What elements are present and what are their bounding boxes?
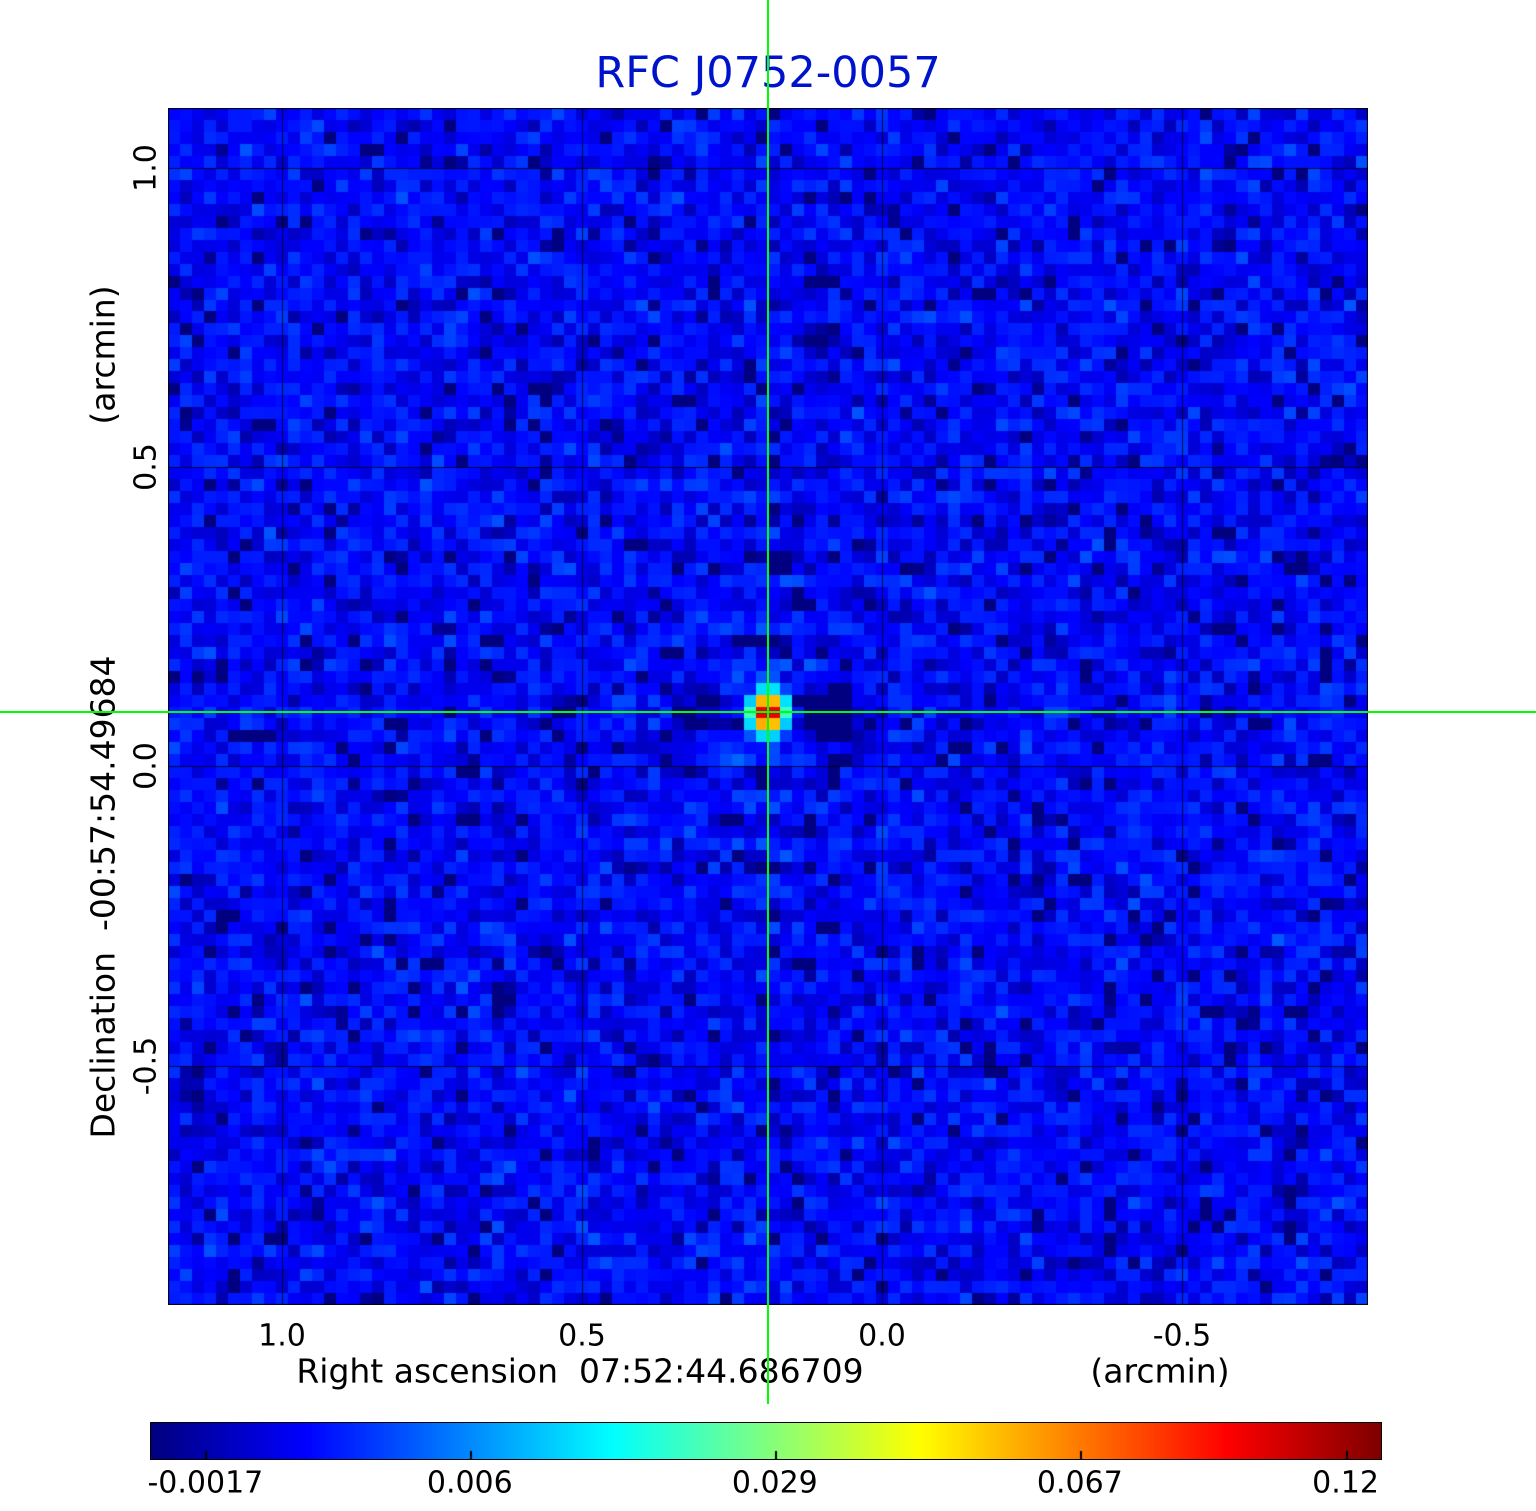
y-axis-unit: (arcmin) <box>83 285 123 425</box>
y-tick-label: 0.0 <box>128 742 164 791</box>
crosshair-vertical-line <box>767 0 769 1404</box>
x-tick-label: 1.0 <box>258 1318 306 1354</box>
colorbar-tick-label: 0.006 <box>426 1465 513 1501</box>
colorbar-tick-label: 0.067 <box>1036 1465 1123 1501</box>
crosshair-horizontal-line <box>0 711 1536 714</box>
x-tick-label: 0.0 <box>858 1318 906 1354</box>
x-axis-label: Right ascension 07:52:44.686709 <box>296 1351 864 1391</box>
y-tick-label: 0.5 <box>128 443 164 491</box>
figure-title: RFC J0752-0057 <box>595 48 941 98</box>
y-tick-label: -0.5 <box>128 1036 164 1095</box>
y-axis-label: Declination -00:57:54.49684 <box>83 655 123 1139</box>
y-tick-label: 1.0 <box>128 143 164 192</box>
colorbar <box>150 1422 1382 1460</box>
colorbar-tick-label: -0.0017 <box>147 1465 264 1501</box>
x-tick-label: -0.5 <box>1152 1318 1212 1354</box>
colorbar-tick-label: 0.029 <box>731 1465 818 1501</box>
x-axis-unit: (arcmin) <box>1090 1351 1230 1391</box>
colorbar-tick-label: 0.12 <box>1312 1465 1379 1501</box>
x-tick-label: 0.5 <box>558 1318 606 1354</box>
